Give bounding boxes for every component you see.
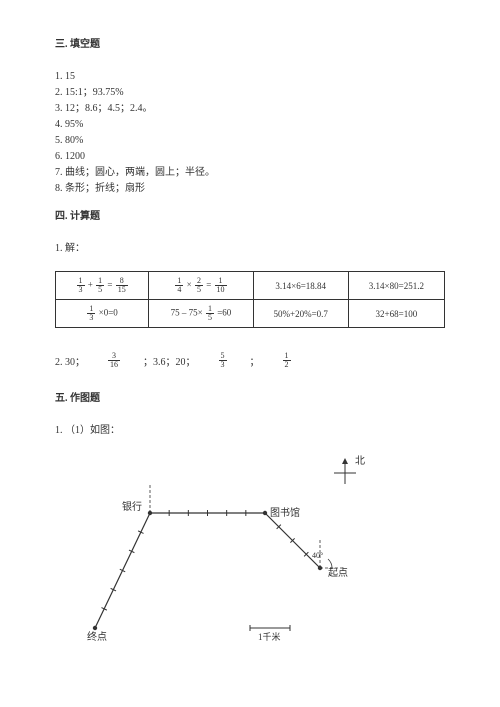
cell-r2c1: 13 ×0=0 <box>56 300 149 328</box>
cell-r2c3: 50%+20%=0.7 <box>253 300 348 328</box>
s3-item: 2. 15:1；93.75% <box>55 85 445 100</box>
s3-item: 5. 80% <box>55 133 445 148</box>
cell-r1c3: 3.14×6=18.84 <box>253 272 348 300</box>
cell-r2c2: 75 – 75× 15 =60 <box>149 300 253 328</box>
section4-title: 四. 计算题 <box>55 207 445 222</box>
s3-item: 7. 曲线；圆心，两端，圆上；半径。 <box>55 165 445 180</box>
svg-text:银行: 银行 <box>122 500 142 513</box>
route-svg: 北 40° 银行 图书馆起点终点 1千米 <box>55 448 395 648</box>
svg-text:1千米: 1千米 <box>258 631 281 642</box>
s3-item: 6. 1200 <box>55 149 445 164</box>
s5-q1-label: 1. （1）如图： <box>55 423 445 438</box>
section5-title: 五. 作图题 <box>55 389 445 404</box>
s3-item: 3. 12；8.6；4.5；2.4。 <box>55 101 445 116</box>
s4-q2: 2. 30； 316 ；3.6；20； 53 ； 12 <box>55 352 445 369</box>
svg-text:北: 北 <box>355 455 365 467</box>
s3-item: 1. 15 <box>55 69 445 84</box>
s3-item: 4. 95% <box>55 117 445 132</box>
route-figure: 北 40° 银行 图书馆起点终点 1千米 <box>55 448 445 651</box>
cell-r1c1: 13 + 15 = 815 <box>56 272 149 300</box>
svg-text:40°: 40° <box>312 551 323 560</box>
s3-item: 8. 条形；折线；扇形 <box>55 181 445 196</box>
cell-r1c4: 3.14×80=251.2 <box>348 272 444 300</box>
s4-q1-label: 1. 解： <box>55 241 445 256</box>
section3-title: 三. 填空题 <box>55 35 445 50</box>
svg-text:终点: 终点 <box>87 630 107 643</box>
calc-table: 13 + 15 = 815 14 × 25 = 110 3.14×6=18.84… <box>55 271 445 328</box>
svg-text:图书馆: 图书馆 <box>270 506 300 519</box>
cell-r2c4: 32+68=100 <box>348 300 444 328</box>
svg-text:起点: 起点 <box>328 567 348 579</box>
cell-r1c2: 14 × 25 = 110 <box>149 272 253 300</box>
